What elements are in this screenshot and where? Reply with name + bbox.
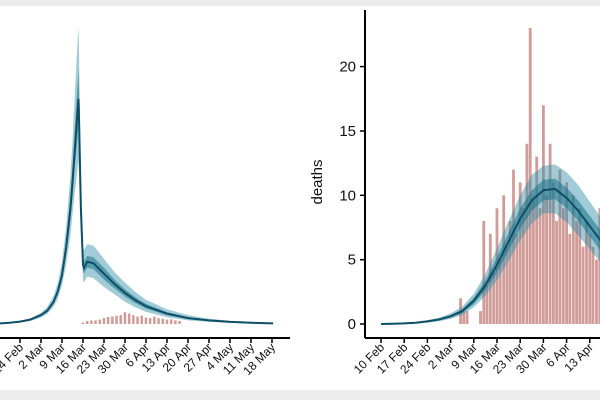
right-bar-24: [545, 195, 548, 324]
left-bar-13: [136, 316, 139, 324]
left-bar-10: [123, 312, 127, 324]
right-bar-34: [578, 208, 582, 324]
right-bar-31: [568, 233, 572, 324]
right-bar-33: [575, 221, 578, 324]
left-bar-17: [153, 316, 156, 324]
right-bar-30: [565, 182, 568, 324]
right-bar-32: [571, 195, 575, 324]
right-bar-15: [515, 233, 519, 324]
left-plot-area: [0, 28, 274, 325]
right-y-tick-label-3: 15: [339, 123, 356, 140]
right-bar-37: [588, 233, 592, 324]
right-bar-27: [555, 221, 558, 324]
right-bar-5: [482, 221, 486, 324]
left-bar-20: [165, 319, 169, 324]
right-bar-12: [505, 246, 509, 324]
left-bar-0: [81, 322, 85, 324]
left-bar-1: [85, 321, 89, 324]
left-bar-23: [178, 321, 181, 324]
right-bar-19: [528, 28, 532, 324]
right-bar-13: [508, 221, 512, 324]
left-bar-14: [140, 315, 143, 324]
left-bar-7: [111, 316, 114, 324]
left-bar-4: [98, 319, 101, 324]
right-y-tick-label-4: 20: [339, 59, 356, 76]
right-bar-16: [518, 182, 522, 324]
right-y-tick-label-2: 10: [339, 187, 356, 204]
right-bar-8: [492, 272, 496, 324]
left-bar-3: [94, 320, 97, 324]
right-bar-36: [585, 221, 588, 324]
top-border-strip: [0, 0, 600, 6]
right-bar-26: [552, 182, 555, 324]
right-y-tick-label-1: 5: [348, 252, 356, 269]
right-bar-20: [532, 195, 535, 324]
right-plot-area: [380, 28, 600, 325]
right-bar-29: [561, 208, 565, 324]
left-bar-12: [132, 315, 135, 324]
right-bar-38: [591, 246, 595, 324]
left-bar-18: [157, 318, 160, 324]
right-median-line: [380, 187, 600, 325]
right-bar-28: [558, 169, 562, 324]
right-bar-35: [581, 246, 585, 324]
right-bar-2: [465, 311, 469, 324]
right-bar-39: [595, 259, 598, 324]
right-bar-6: [485, 285, 489, 324]
right-bar-14: [512, 169, 515, 324]
right-bar-18: [525, 143, 529, 324]
right-bar-1: [462, 311, 466, 324]
right-bar-17: [522, 208, 525, 324]
left-bar-11: [127, 313, 131, 324]
right-credible-band-outer: [381, 164, 600, 324]
left-bar-19: [161, 318, 164, 324]
left-bar-6: [106, 316, 110, 324]
right-bar-21: [535, 156, 539, 324]
left-bar-5: [102, 318, 106, 324]
right-bar-10: [498, 259, 502, 324]
left-bar-16: [148, 318, 152, 324]
left-median-line: [0, 98, 274, 325]
left-bar-21: [169, 319, 173, 324]
left-bar-15: [144, 317, 148, 324]
right-y-tick-label-0: 0: [348, 316, 356, 333]
left-bar-2: [90, 320, 93, 324]
right-y-ticks: 0 5 10 15 20: [339, 59, 365, 333]
right-bar-4: [479, 311, 482, 324]
right-bar-25: [548, 143, 552, 324]
bottom-border-strip: [0, 390, 600, 400]
left-credible-band-outer: [0, 28, 274, 324]
right-bar-40: [598, 208, 600, 324]
left-bar-8: [115, 315, 118, 324]
right-y-axis-title: deaths: [309, 159, 326, 204]
left-bar-9: [119, 315, 122, 324]
left-bar-22: [174, 320, 177, 324]
right-bar-23: [542, 105, 545, 324]
right-bar-22: [538, 208, 542, 324]
